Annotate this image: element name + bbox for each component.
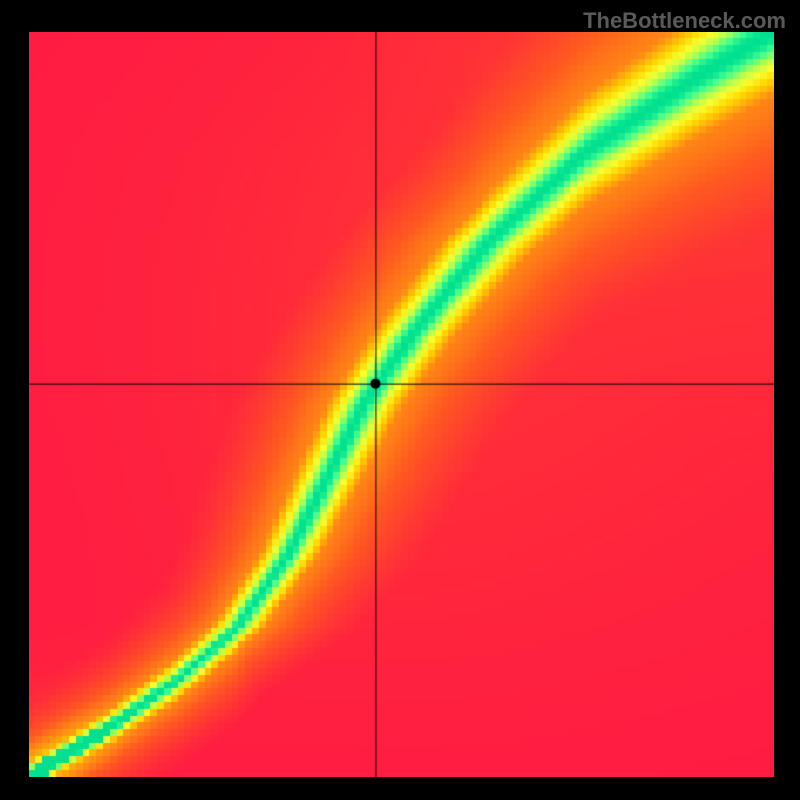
plot-area (29, 32, 774, 777)
heatmap-canvas (29, 32, 774, 777)
watermark-text: TheBottleneck.com (583, 8, 786, 34)
chart-container: TheBottleneck.com (0, 0, 800, 800)
